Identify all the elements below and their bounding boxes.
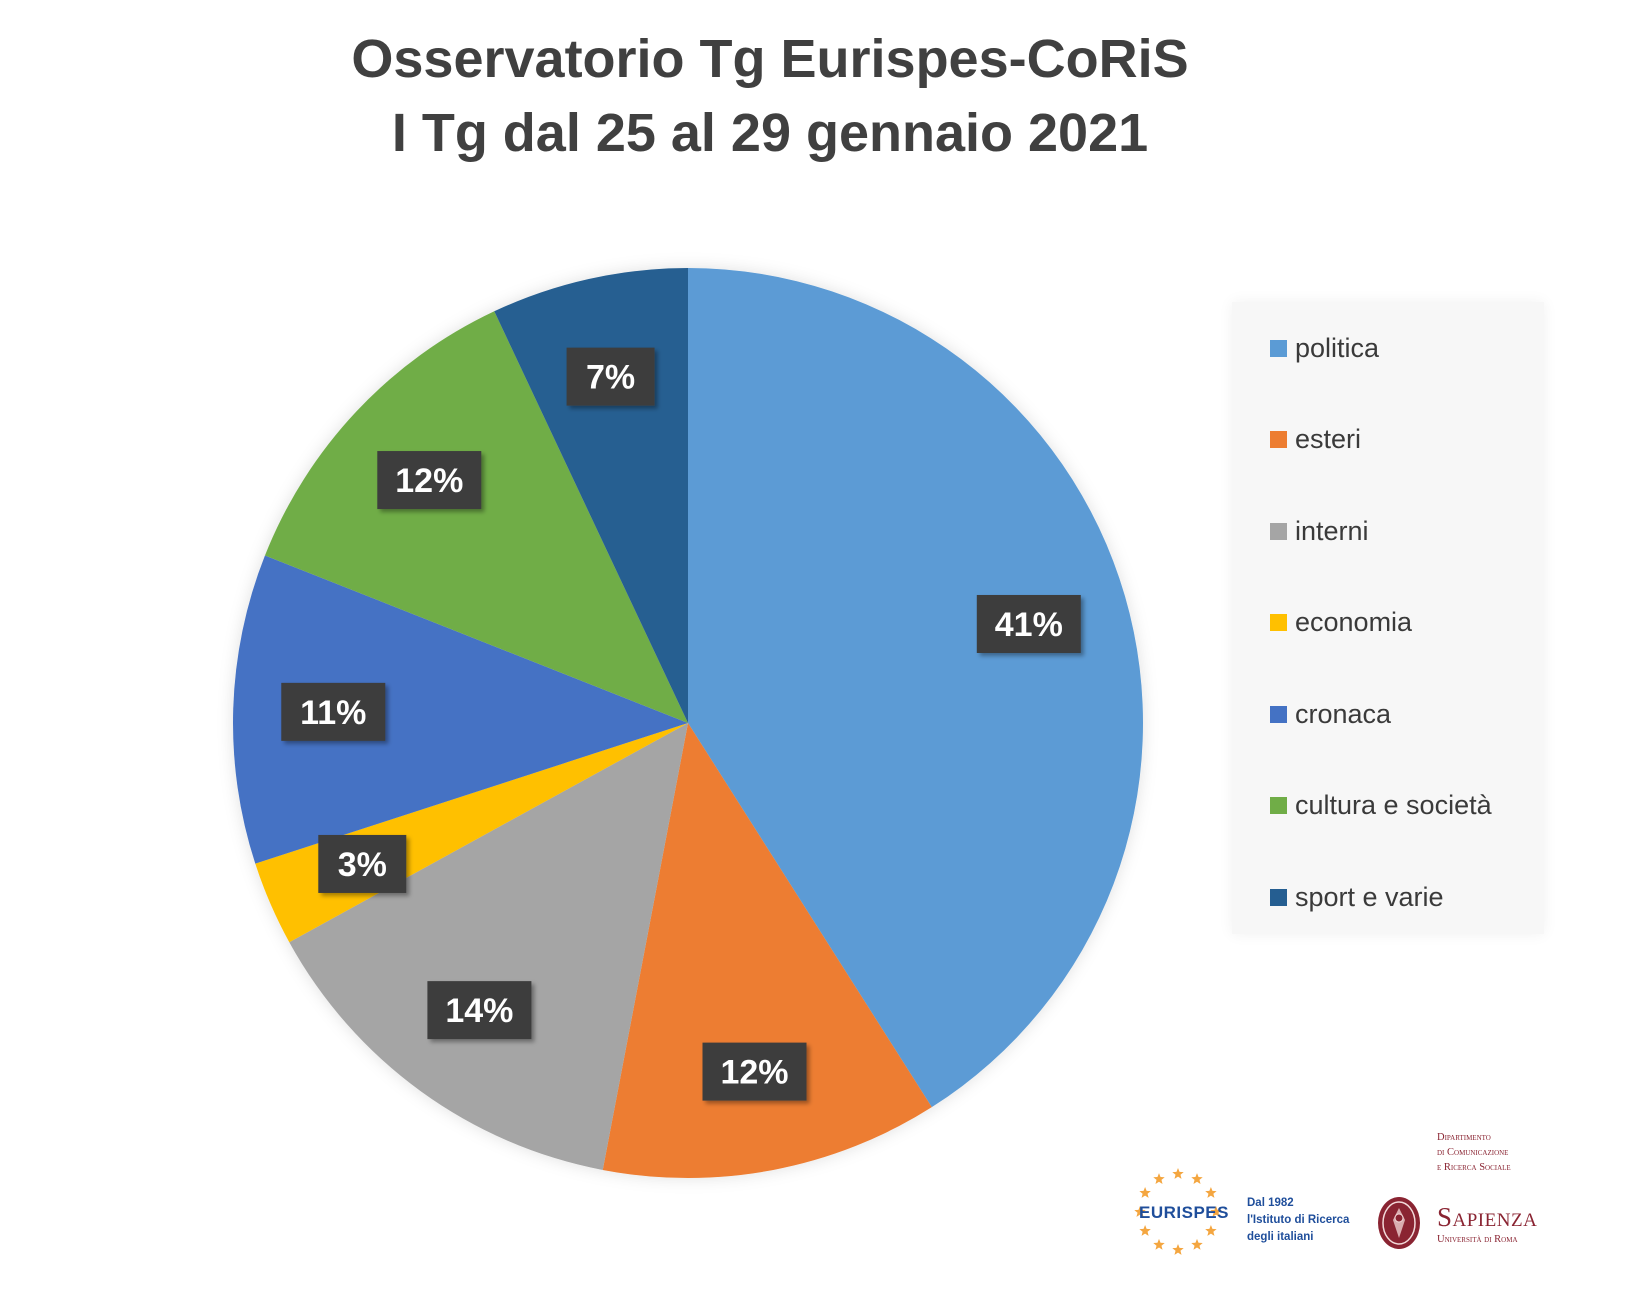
legend-swatch <box>1270 522 1287 540</box>
star-icon <box>1205 1187 1217 1198</box>
star-icon <box>1139 1187 1151 1198</box>
data-label-cronaca: 11% <box>281 682 386 741</box>
legend-label: cultura e società <box>1295 790 1492 820</box>
legend-item-interni: interni <box>1270 511 1369 551</box>
legend-swatch <box>1270 705 1287 723</box>
legend-swatch <box>1270 614 1287 631</box>
star-icon <box>1191 1238 1203 1250</box>
star-icon <box>1205 1225 1217 1236</box>
legend-swatch <box>1270 431 1287 448</box>
legend-item-esteri: esteri <box>1270 420 1361 460</box>
sapienza-department: Dipartimento di Comunicazione e Ricerca … <box>1437 1130 1557 1175</box>
sapienza-seal-icon <box>1378 1197 1420 1249</box>
data-label-box <box>281 682 386 741</box>
legend-label: cronaca <box>1295 698 1392 729</box>
chart-title: Osservatorio Tg Eurispes-CoRiS I Tg dal … <box>0 22 1540 170</box>
legend-label: economia <box>1295 607 1413 637</box>
eurispes-logo: EURISPES Dal 1982 l'Istituto di Ricerca … <box>1125 1165 1355 1265</box>
chart-legend: politica esteri interni economia cronaca cult… <box>1232 302 1544 934</box>
data-label-box <box>976 594 1081 653</box>
star-icon <box>1134 1206 1146 1217</box>
star-icon <box>1139 1225 1151 1236</box>
pie-slice-cronaca <box>233 555 689 864</box>
sapienza-logo-subtitle: Università di Roma <box>1437 1234 1518 1245</box>
eurispes-stars-icon <box>1134 1168 1222 1255</box>
data-label-economia: 3% <box>318 834 407 893</box>
sapienza-department-line: e Ricerca Sociale <box>1437 1162 1511 1173</box>
data-label-text: 7% <box>586 359 635 397</box>
legend-swatch <box>1270 797 1287 814</box>
eurispes-tagline-line: Dal 1982 <box>1247 1197 1294 1209</box>
legend-item-cultura-e-società: cultura e società <box>1270 786 1492 826</box>
eurispes-logo-tagline: Dal 1982 l'Istituto di Ricerca degli ita… <box>1247 1195 1357 1246</box>
data-label-interni: 14% <box>427 981 532 1040</box>
data-label-box <box>318 834 407 893</box>
star-icon <box>1172 1244 1184 1255</box>
legend-item-politica: politica <box>1270 328 1379 368</box>
legend-label: interni <box>1295 515 1369 546</box>
eurispes-logo-name: EURISPES <box>1139 1203 1229 1222</box>
data-label-esteri: 12% <box>702 1042 807 1101</box>
chart-title-line-2: I Tg dal 25 al 29 gennaio 2021 <box>391 103 1149 163</box>
pie-data-labels: 41% 12% 14% 3% 11% 12% 7% <box>281 347 1081 1101</box>
legend-swatch <box>1270 339 1287 357</box>
legend-item-cronaca: cronaca <box>1270 694 1391 734</box>
logos-area: EURISPES Dal 1982 l'Istituto di Ricerca … <box>1110 1130 1550 1280</box>
pie-slice-interni <box>289 723 688 1170</box>
legend-item-sport-e-varie: sport e varie <box>1270 877 1444 917</box>
legend-label: esteri <box>1295 424 1362 454</box>
star-icon <box>1153 1173 1165 1184</box>
data-label-box <box>427 981 532 1040</box>
legend-label: sport e varie <box>1295 881 1444 912</box>
data-label-text: 3% <box>338 846 387 884</box>
sapienza-department-line: Dipartimento <box>1437 1132 1491 1143</box>
data-label-box <box>377 451 482 510</box>
data-label-cultura-e-società: 12% <box>377 451 482 510</box>
star-icon <box>1191 1173 1203 1184</box>
data-label-box <box>702 1042 807 1101</box>
pie-slice-cultura-e-società <box>264 311 688 723</box>
legend-item-economia: economia <box>1270 603 1412 643</box>
star-icon <box>1153 1238 1165 1250</box>
pie-slice-esteri <box>602 723 932 1178</box>
data-label-text: 14% <box>445 992 513 1030</box>
eurispes-tagline-line: l'Istituto di Ricerca <box>1247 1214 1350 1226</box>
legend-swatch <box>1270 888 1287 906</box>
data-label-sport-e-varie: 7% <box>566 347 655 406</box>
sapienza-logo-name: Sapienza <box>1437 1202 1538 1232</box>
data-label-box <box>566 347 655 406</box>
chart-title-line-1: Osservatorio Tg Eurispes-CoRiS <box>351 29 1189 89</box>
data-label-politica: 41% <box>976 594 1081 653</box>
data-label-text: 12% <box>720 1054 788 1092</box>
sapienza-department-line: di Comunicazione <box>1437 1147 1509 1158</box>
data-label-text: 11% <box>300 694 366 732</box>
eurispes-tagline-line: degli italiani <box>1247 1231 1314 1243</box>
star-icon <box>1172 1168 1184 1179</box>
data-label-text: 12% <box>395 462 463 500</box>
pie-slice-politica <box>688 268 1143 1108</box>
legend-label: politica <box>1295 332 1380 363</box>
sapienza-logo: Dipartimento di Comunicazione e Ricerca … <box>1375 1130 1550 1280</box>
data-label-text: 41% <box>995 606 1063 644</box>
star-icon <box>1210 1206 1222 1217</box>
